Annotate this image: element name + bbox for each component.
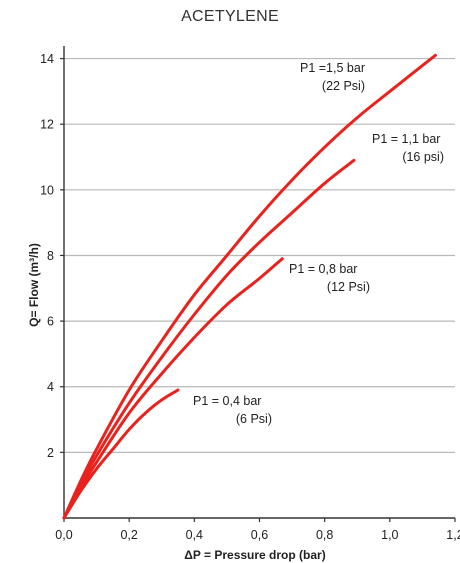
series-line xyxy=(62,388,180,520)
series-label: P1 = 1,1 bar xyxy=(372,132,440,146)
y-tick-label: 4 xyxy=(47,380,54,394)
x-tick-label: 0,6 xyxy=(251,528,268,542)
series-label-psi: (6 Psi) xyxy=(236,412,272,426)
x-tick-label: 0,2 xyxy=(120,528,137,542)
y-tick-label: 8 xyxy=(47,249,54,263)
y-tick-label: 6 xyxy=(47,315,54,329)
series-lines xyxy=(62,53,437,520)
y-tick-label: 12 xyxy=(40,118,54,132)
x-tick-label: 1,2 xyxy=(446,528,460,542)
series-label-psi: (22 Psi) xyxy=(322,79,365,93)
x-axis-label: ΔP = Pressure drop (bar) xyxy=(184,548,325,562)
series-label: P1 = 0,8 bar xyxy=(289,262,357,276)
y-tick-label: 10 xyxy=(40,183,54,197)
y-tick-label: 2 xyxy=(47,446,54,460)
x-tick-label: 0,4 xyxy=(186,528,203,542)
series-label-psi: (16 psi) xyxy=(402,150,444,164)
x-tick-label: 1,0 xyxy=(381,528,398,542)
x-tick-label: 0,0 xyxy=(55,528,72,542)
series-label: P1 = 0,4 bar xyxy=(193,394,261,408)
series-labels: P1 =1,5 bar (22 Psi) P1 = 1,1 bar (16 psi) P… xyxy=(193,61,444,426)
series-label: P1 =1,5 bar xyxy=(300,61,365,75)
x-tick-label: 0,8 xyxy=(316,528,333,542)
grid-lines xyxy=(64,57,455,453)
chart-title: ACETYLENE xyxy=(181,8,279,25)
series-line xyxy=(62,158,356,520)
axes: 2 4 6 8 10 12 14 0,0 0,2 0,4 0,6 0,8 1,0 1,2 xyxy=(40,46,460,542)
y-axis-label: Q= Flow (m³/h) xyxy=(27,243,41,327)
series-label-psi: (12 Psi) xyxy=(327,280,370,294)
series-line xyxy=(62,257,284,520)
y-tick-label: 14 xyxy=(40,52,54,66)
series-line xyxy=(62,53,437,520)
